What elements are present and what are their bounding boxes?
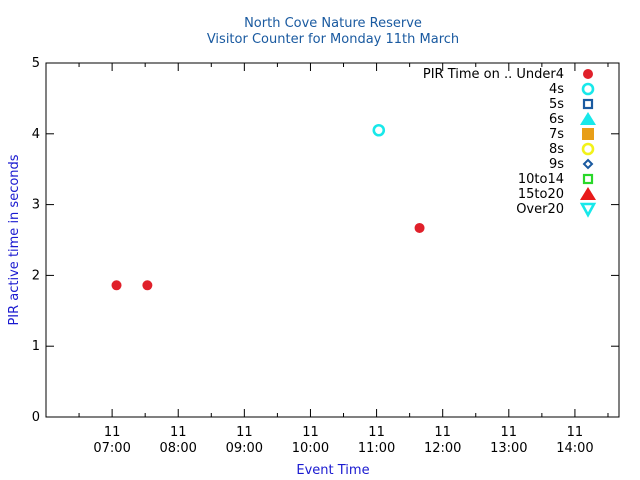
legend-label: PIR Time on .. Under4 [423, 67, 564, 82]
y-tick-label: 5 [32, 56, 40, 71]
x-tick-label: 10:00 [292, 441, 329, 456]
x-tick-label: 13:00 [490, 441, 527, 456]
legend-label: 5s [549, 97, 564, 112]
legend-marker-15to20 [580, 187, 596, 200]
x-tick-day-label: 11 [170, 425, 187, 440]
y-tick-label: 3 [32, 198, 40, 213]
legend-marker-8s [581, 142, 595, 156]
legend-label: 15to20 [518, 187, 564, 202]
x-tick-label: 14:00 [556, 441, 593, 456]
data-points [111, 123, 425, 291]
x-tick-label: 08:00 [159, 441, 196, 456]
legend-marker-10to14 [582, 173, 594, 185]
legend-label: 7s [549, 127, 564, 142]
data-point-under4 [414, 222, 425, 233]
legend-label: 8s [549, 142, 564, 157]
legend-marker-4s [581, 82, 595, 96]
legend-marker-9s [582, 158, 594, 170]
legend-marker-7s [582, 128, 594, 140]
y-tick-label: 0 [32, 410, 40, 425]
chart-title: North Cove Nature Reserve [244, 16, 422, 31]
legend-marker-5s [582, 98, 594, 110]
x-tick-day-label: 11 [302, 425, 319, 440]
legend-marker-under4 [583, 69, 593, 79]
data-point-4s [372, 123, 386, 137]
x-tick-day-label: 11 [104, 425, 121, 440]
x-tick-day-label: 11 [501, 425, 518, 440]
legend-label: 6s [549, 112, 564, 127]
x-axis-label: Event Time [296, 463, 369, 478]
data-point-under4 [142, 280, 153, 291]
y-tick-label: 2 [32, 268, 40, 283]
x-tick-label: 12:00 [424, 441, 461, 456]
chart-subtitle: Visitor Counter for Monday 11th March [207, 32, 459, 47]
x-tick-day-label: 11 [368, 425, 385, 440]
legend-label: 10to14 [518, 172, 564, 187]
legend-label: Over20 [516, 202, 564, 217]
data-point-under4 [111, 280, 122, 291]
y-axis: 0 1 2 3 4 5 [32, 56, 619, 425]
legend-label: 4s [549, 82, 564, 97]
legend-marker-over20 [579, 202, 597, 218]
y-axis-label: PIR active time in seconds [7, 154, 22, 325]
legend-label: 9s [549, 157, 564, 172]
plot-area-frame [45, 62, 620, 418]
y-tick-label: 1 [32, 339, 40, 354]
x-tick-label: 09:00 [226, 441, 263, 456]
legend: PIR Time on .. Under44s5s6s7s8s9s10to141… [423, 67, 597, 218]
x-axis: 1107:001108:001109:001110:001111:001112:… [78, 63, 609, 456]
y-tick-label: 4 [32, 127, 40, 142]
x-tick-day-label: 11 [567, 425, 584, 440]
x-tick-label: 07:00 [93, 441, 130, 456]
x-tick-day-label: 11 [434, 425, 451, 440]
x-tick-day-label: 11 [236, 425, 253, 440]
x-tick-label: 11:00 [358, 441, 395, 456]
legend-marker-6s [580, 112, 596, 125]
